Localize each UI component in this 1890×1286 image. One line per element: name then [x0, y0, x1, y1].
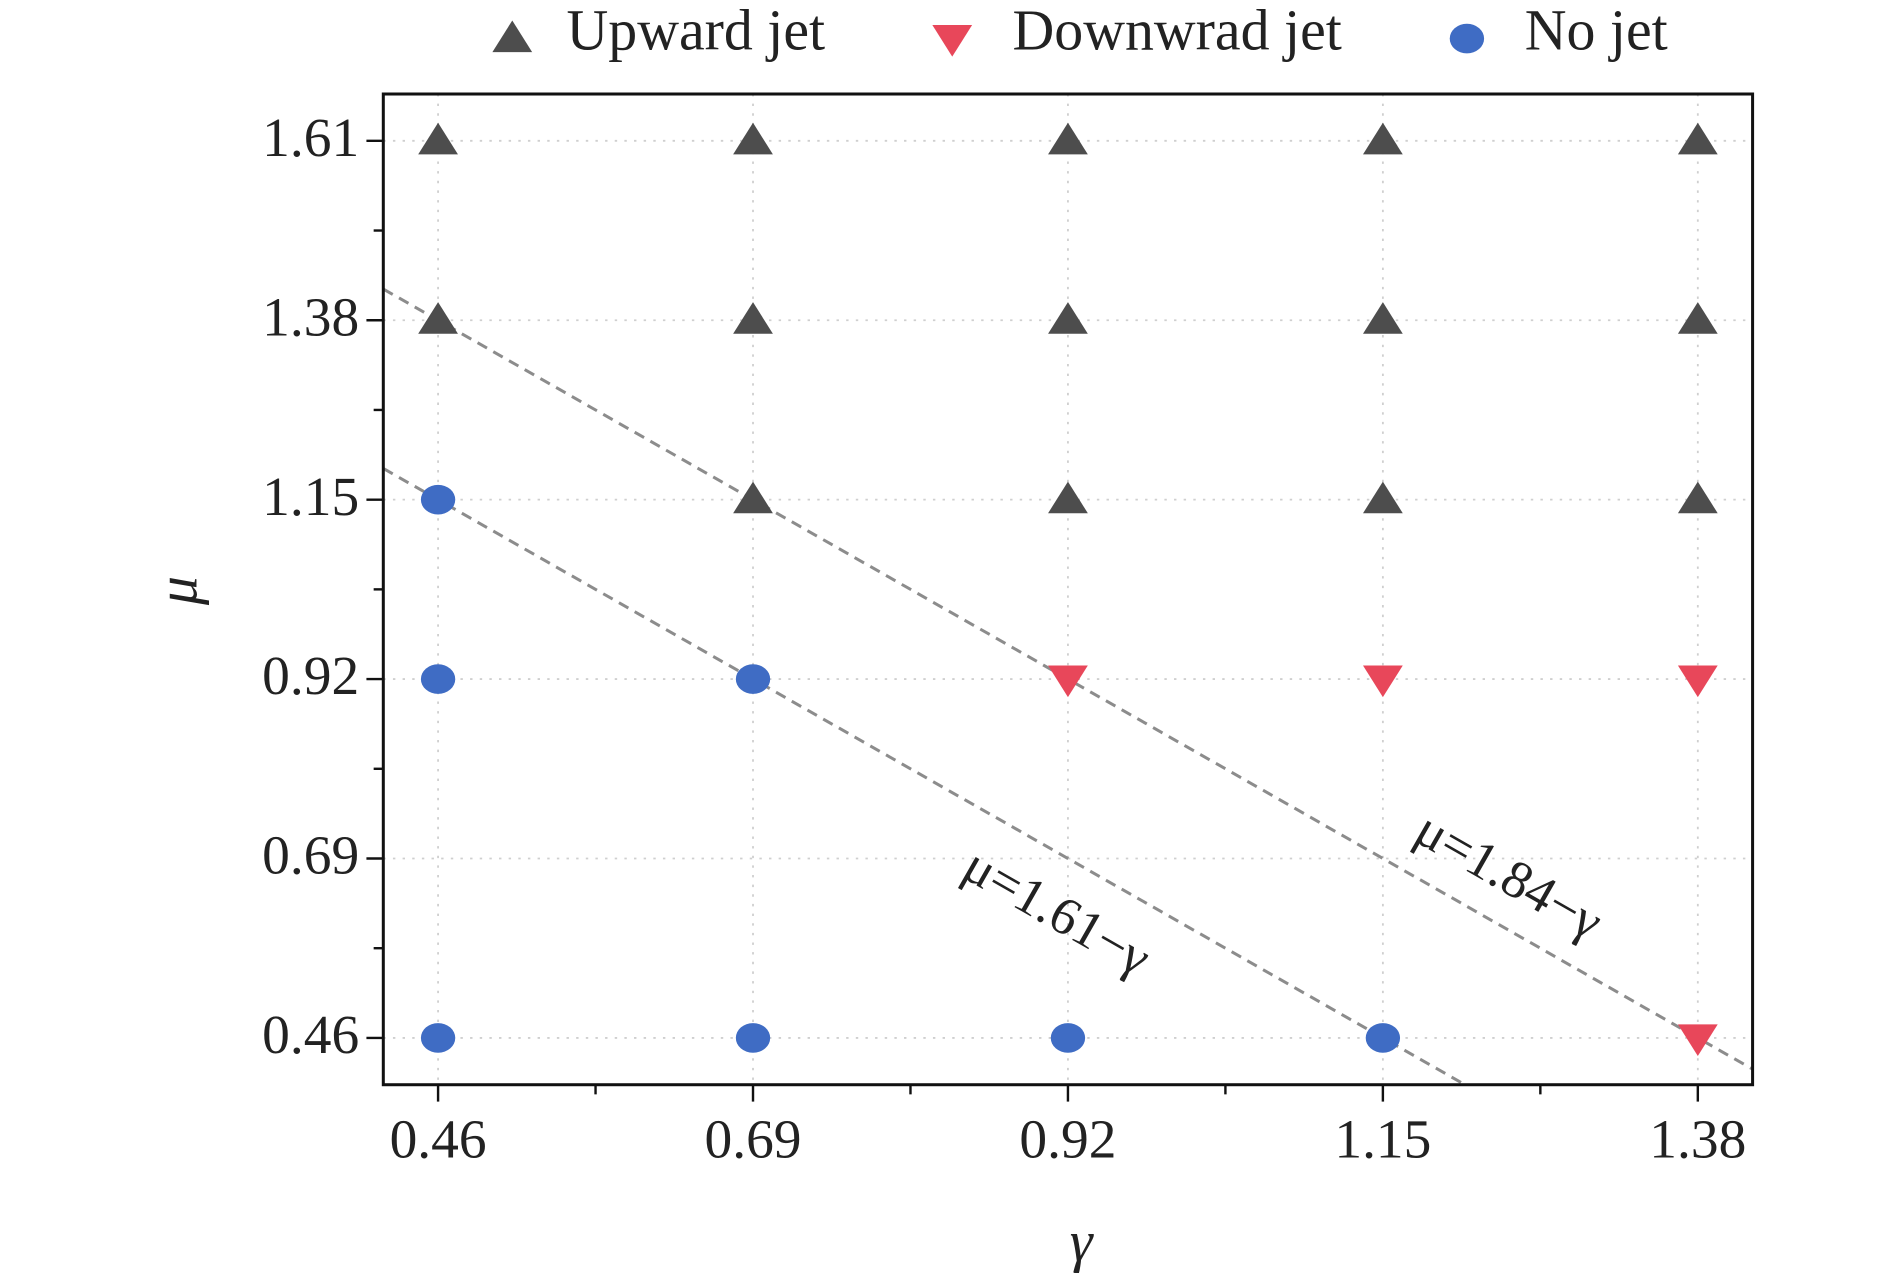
legend-marker [932, 25, 973, 57]
y-tick-label: 1.15 [262, 466, 359, 527]
marker [418, 122, 458, 155]
marker [733, 481, 773, 514]
marker [1362, 481, 1403, 514]
y-tick-label: 1.61 [262, 107, 359, 168]
y-tick-label: 0.69 [262, 825, 359, 886]
y-axis-label: μ [144, 576, 209, 606]
marker [735, 664, 771, 694]
x-tick-label: 1.38 [1649, 1109, 1746, 1170]
marker [420, 664, 456, 694]
marker [420, 484, 456, 515]
marker [1677, 122, 1718, 155]
marker [1048, 665, 1088, 698]
x-axis-label: γ [1070, 1209, 1095, 1274]
reference-line-label: μ=1.61−γ [954, 836, 1160, 988]
legend-label: No jet [1525, 0, 1668, 62]
legend-marker [492, 20, 533, 53]
x-tick-label: 0.69 [705, 1109, 802, 1170]
y-tick-label: 0.92 [262, 645, 359, 706]
x-tick-label: 0.92 [1019, 1109, 1116, 1170]
marker [1677, 481, 1718, 514]
marker [1362, 122, 1403, 155]
marker [1050, 1023, 1086, 1053]
reference-line-label: μ=1.84−γ [1406, 800, 1612, 952]
marker [1048, 481, 1088, 514]
marker [418, 302, 458, 334]
x-tick-label: 0.46 [390, 1109, 487, 1170]
marker [420, 1023, 456, 1053]
marker [1365, 1023, 1401, 1053]
y-tick-label: 1.38 [262, 286, 359, 347]
marker [1362, 302, 1403, 334]
marker [1677, 302, 1718, 334]
marker [735, 1023, 771, 1053]
x-tick-label: 1.15 [1334, 1109, 1431, 1170]
y-tick-label: 0.46 [262, 1004, 359, 1065]
legend-marker [1449, 23, 1485, 54]
marker [733, 302, 773, 334]
reference-line [383, 467, 1469, 1085]
marker [1048, 302, 1088, 334]
legend-label: Upward jet [567, 0, 826, 62]
marker [1048, 122, 1088, 155]
legend-label: Downwrad jet [1013, 0, 1342, 62]
marker [1677, 665, 1718, 698]
plot-frame [381, 92, 1755, 1087]
marker [1677, 1024, 1718, 1056]
marker [1362, 665, 1403, 698]
marker [733, 122, 773, 155]
